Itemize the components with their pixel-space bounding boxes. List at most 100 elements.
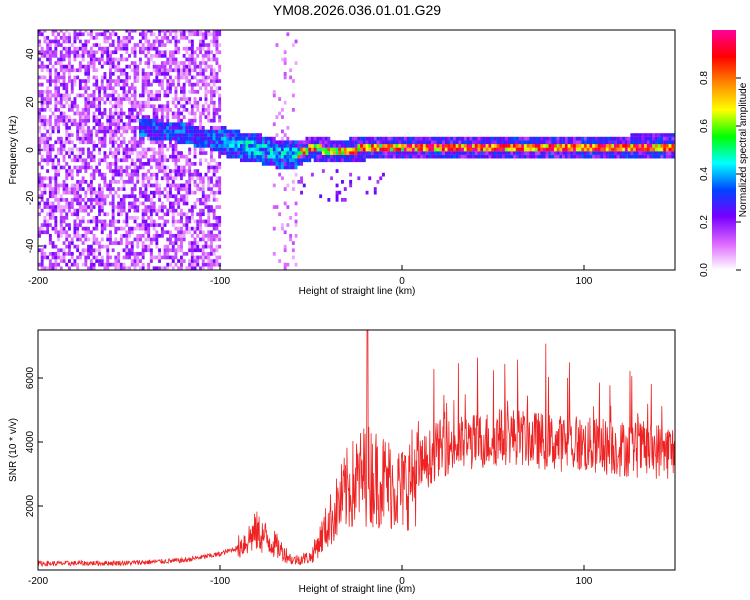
spectrogram-cell [152, 61, 156, 65]
spectrogram-cell [261, 151, 265, 155]
spectrogram-cell [163, 30, 167, 33]
spectrogram-cell [160, 79, 164, 83]
spectrogram-cell [128, 165, 131, 170]
x-tick-label: -100 [210, 576, 230, 587]
spectrogram-cell [158, 64, 161, 69]
spectrogram-cell [302, 140, 306, 145]
spectrogram-cell [46, 151, 50, 155]
spectrogram-cell [188, 208, 192, 213]
spectrogram-cell [294, 201, 298, 206]
spectrogram-cell [575, 136, 579, 141]
spectrogram-cell [425, 151, 429, 155]
spectrogram-cell [272, 93, 276, 98]
spectrogram-cell [141, 234, 145, 238]
spectrogram-cell [70, 172, 74, 177]
spectrogram-cell [286, 162, 290, 166]
spectrogram-cell [109, 219, 112, 224]
spectrogram-cell [193, 100, 197, 105]
spectrogram-cell [436, 154, 440, 159]
spectrogram-cell [278, 147, 282, 152]
spectrogram-cell [139, 100, 142, 105]
spectrogram-cell [59, 61, 63, 65]
spectrogram-cell [166, 165, 170, 170]
spectrogram-cell [166, 82, 170, 87]
spectrogram-cell [417, 154, 421, 159]
spectrogram-cell [155, 39, 159, 44]
spectrogram-x-ticks: -200 -100 0 100 [28, 265, 593, 287]
spectrogram-cell [291, 79, 295, 83]
spectrogram-cell [311, 172, 314, 177]
spectrogram-cell [196, 198, 200, 202]
spectrogram-cell [114, 226, 118, 231]
spectrogram-cell [420, 151, 424, 155]
spectrogram-cell [62, 252, 66, 256]
spectrogram-cell [510, 136, 514, 141]
spectrogram-cell [130, 93, 134, 98]
spectrogram-cell [646, 136, 650, 141]
spectrogram-cell [40, 198, 44, 202]
spectrogram-cell [144, 248, 148, 253]
spectrogram-cell [193, 255, 197, 260]
spectrogram-cell [668, 154, 672, 159]
spectrogram-cell [196, 255, 200, 260]
spectrogram-cell [193, 244, 197, 249]
spectrogram-cell [218, 64, 222, 69]
spectrogram-cell [57, 190, 60, 195]
spectrogram-cell [231, 151, 235, 155]
spectrogram-cell [444, 151, 448, 155]
spectrogram-cell [125, 194, 129, 199]
spectrogram-cell [152, 183, 156, 188]
spectrogram-cell [171, 115, 175, 119]
spectrogram-cell [40, 30, 44, 33]
spectrogram-cell [171, 158, 175, 163]
spectrogram-cell [532, 154, 535, 159]
spectrogram-cell [76, 108, 80, 112]
spectrogram-cell [136, 158, 140, 163]
spectrogram-cell [87, 68, 90, 73]
spectrogram-cell [57, 234, 60, 238]
spectrogram-cell [231, 140, 235, 145]
spectrogram-cell [357, 158, 361, 163]
spectrogram-cell [87, 205, 90, 209]
spectrogram-cell [68, 36, 71, 40]
spectrogram-cell [169, 75, 172, 80]
spectrogram-cell [70, 108, 74, 112]
spectrogram-cell [73, 223, 77, 227]
spectrogram-cell [81, 118, 85, 123]
spectrogram-cell [149, 216, 153, 220]
spectrogram-cell [51, 212, 55, 217]
spectrogram-cell [160, 216, 164, 220]
spectrogram-cell [163, 68, 167, 73]
spectrogram-cell [40, 262, 44, 267]
spectrogram-cell [543, 144, 546, 148]
spectrogram-cell [163, 223, 167, 227]
spectrogram-cell [180, 208, 183, 213]
spectrogram-cell [38, 111, 41, 116]
spectrogram-cell [477, 140, 481, 145]
spectrogram-cell [81, 187, 85, 191]
spectrogram-cell [313, 154, 317, 159]
spectrogram-cell [89, 180, 93, 184]
spectrogram-cell [100, 176, 104, 181]
spectrogram-cell [633, 151, 636, 155]
spectrogram-cell [163, 176, 167, 181]
spectrogram-cell [103, 266, 107, 270]
spectrogram-cell [106, 252, 110, 256]
spectrogram-cell [152, 111, 156, 116]
spectrogram-cell [78, 30, 82, 33]
spectrogram-cell [174, 208, 178, 213]
spectrogram-cell [139, 111, 142, 116]
spectrogram-cell [158, 79, 161, 83]
spectrogram-cell [237, 151, 241, 155]
spectrogram-cell [294, 223, 298, 227]
spectrogram-cell [204, 252, 208, 256]
spectrogram-cell [81, 111, 85, 116]
spectrogram-cell [98, 104, 101, 109]
spectrogram-cell [218, 262, 222, 267]
spectrogram-cell [111, 151, 115, 155]
spectrogram-cell [57, 126, 60, 130]
spectrogram-cell [201, 244, 205, 249]
spectrogram-cell [160, 266, 164, 270]
spectrogram-cell [622, 144, 626, 148]
spectrogram-cell [207, 183, 211, 188]
